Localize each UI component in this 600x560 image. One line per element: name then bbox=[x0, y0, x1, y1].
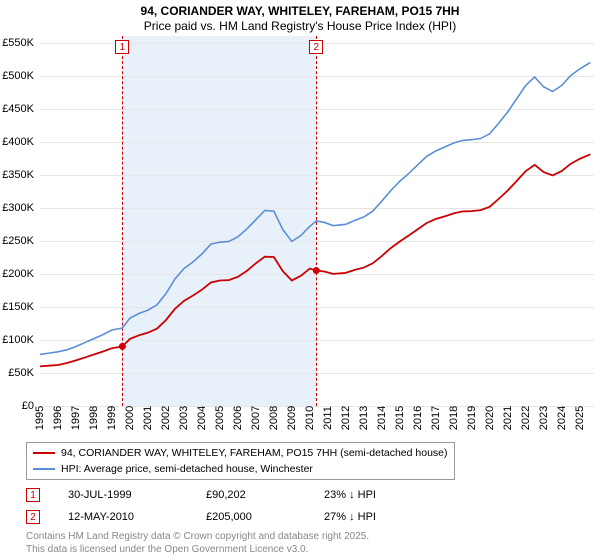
x-axis-label: 2025 bbox=[574, 406, 586, 430]
legend-item: HPI: Average price, semi-detached house,… bbox=[33, 461, 448, 477]
sale-price: £90,202 bbox=[206, 489, 296, 501]
y-axis-label: £350K bbox=[2, 169, 34, 181]
x-axis-label: 2020 bbox=[484, 406, 496, 430]
footer-note: Contains HM Land Registry data © Crown c… bbox=[26, 531, 369, 556]
x-axis-label: 2012 bbox=[340, 406, 352, 430]
x-axis-label: 2003 bbox=[178, 406, 190, 430]
y-axis-label: £450K bbox=[2, 103, 34, 115]
y-axis-label: £550K bbox=[2, 37, 34, 49]
y-axis-label: £200K bbox=[2, 268, 34, 280]
sale-price: £205,000 bbox=[206, 511, 296, 523]
sales-table: 1 30-JUL-1999 £90,202 23% ↓ HPI 2 12-MAY-2010… bbox=[26, 484, 594, 528]
y-axis-label: £50K bbox=[8, 367, 34, 379]
sale-dot bbox=[313, 267, 320, 274]
x-axis-label: 2016 bbox=[412, 406, 424, 430]
x-axis-label: 1998 bbox=[88, 406, 100, 430]
x-axis-label: 2000 bbox=[124, 406, 136, 430]
sale-date: 12-MAY-2010 bbox=[68, 511, 178, 523]
title-block: 94, CORIANDER WAY, WHITELEY, FAREHAM, PO… bbox=[0, 0, 600, 33]
sale-row: 1 30-JUL-1999 £90,202 23% ↓ HPI bbox=[26, 484, 594, 506]
x-axis-label: 2019 bbox=[466, 406, 478, 430]
chart-subtitle: Price paid vs. HM Land Registry's House … bbox=[0, 19, 600, 33]
y-axis-label: £100K bbox=[2, 334, 34, 346]
x-axis-label: 2008 bbox=[268, 406, 280, 430]
series-hpi bbox=[40, 62, 590, 354]
x-axis-label: 2018 bbox=[448, 406, 460, 430]
footer-line-2: This data is licensed under the Open Gov… bbox=[26, 544, 369, 557]
sale-date: 30-JUL-1999 bbox=[68, 489, 178, 501]
series-layer bbox=[40, 36, 594, 406]
x-axis-label: 2009 bbox=[286, 406, 298, 430]
y-axis-label: £500K bbox=[2, 70, 34, 82]
x-axis-label: 1996 bbox=[52, 406, 64, 430]
chart-container: 94, CORIANDER WAY, WHITELEY, FAREHAM, PO… bbox=[0, 0, 600, 560]
sale-index-badge: 2 bbox=[26, 510, 40, 524]
legend-swatch bbox=[33, 452, 55, 454]
y-axis-label: £150K bbox=[2, 301, 34, 313]
x-axis-label: 2007 bbox=[250, 406, 262, 430]
x-axis-label: 1999 bbox=[106, 406, 118, 430]
legend-label: HPI: Average price, semi-detached house,… bbox=[61, 463, 313, 475]
y-axis-label: £300K bbox=[2, 202, 34, 214]
x-axis-label: 2024 bbox=[556, 406, 568, 430]
footer-line-1: Contains HM Land Registry data © Crown c… bbox=[26, 531, 369, 544]
y-axis-label: £250K bbox=[2, 235, 34, 247]
sale-dot bbox=[119, 343, 126, 350]
x-axis-label: 2021 bbox=[502, 406, 514, 430]
legend-item: 94, CORIANDER WAY, WHITELEY, FAREHAM, PO… bbox=[33, 445, 448, 461]
x-axis-label: 2017 bbox=[430, 406, 442, 430]
x-axis-label: 2006 bbox=[232, 406, 244, 430]
x-axis-label: 2010 bbox=[304, 406, 316, 430]
plot-area: £0£50K£100K£150K£200K£250K£300K£350K£400… bbox=[40, 36, 594, 406]
x-axis-label: 2013 bbox=[358, 406, 370, 430]
x-axis-label: 2023 bbox=[538, 406, 550, 430]
chart-title: 94, CORIANDER WAY, WHITELEY, FAREHAM, PO… bbox=[0, 4, 600, 18]
legend-swatch bbox=[33, 468, 55, 470]
y-axis-label: £0 bbox=[22, 400, 34, 412]
x-axis-label: 2015 bbox=[394, 406, 406, 430]
x-axis-label: 2011 bbox=[322, 406, 334, 430]
sale-delta: 27% ↓ HPI bbox=[324, 511, 376, 523]
x-axis-label: 2014 bbox=[376, 406, 388, 430]
x-axis-label: 2001 bbox=[142, 406, 154, 430]
x-axis-label: 2002 bbox=[160, 406, 172, 430]
x-axis-label: 1995 bbox=[34, 406, 46, 430]
legend: 94, CORIANDER WAY, WHITELEY, FAREHAM, PO… bbox=[26, 442, 455, 480]
legend-label: 94, CORIANDER WAY, WHITELEY, FAREHAM, PO… bbox=[61, 447, 448, 459]
y-axis-label: £400K bbox=[2, 136, 34, 148]
x-axis-label: 2005 bbox=[214, 406, 226, 430]
sale-delta: 23% ↓ HPI bbox=[324, 489, 376, 501]
sale-row: 2 12-MAY-2010 £205,000 27% ↓ HPI bbox=[26, 506, 594, 528]
x-axis-label: 2022 bbox=[520, 406, 532, 430]
sale-index-badge: 1 bbox=[26, 488, 40, 502]
x-axis-label: 2004 bbox=[196, 406, 208, 430]
series-property bbox=[40, 154, 590, 366]
x-axis-label: 1997 bbox=[70, 406, 82, 430]
